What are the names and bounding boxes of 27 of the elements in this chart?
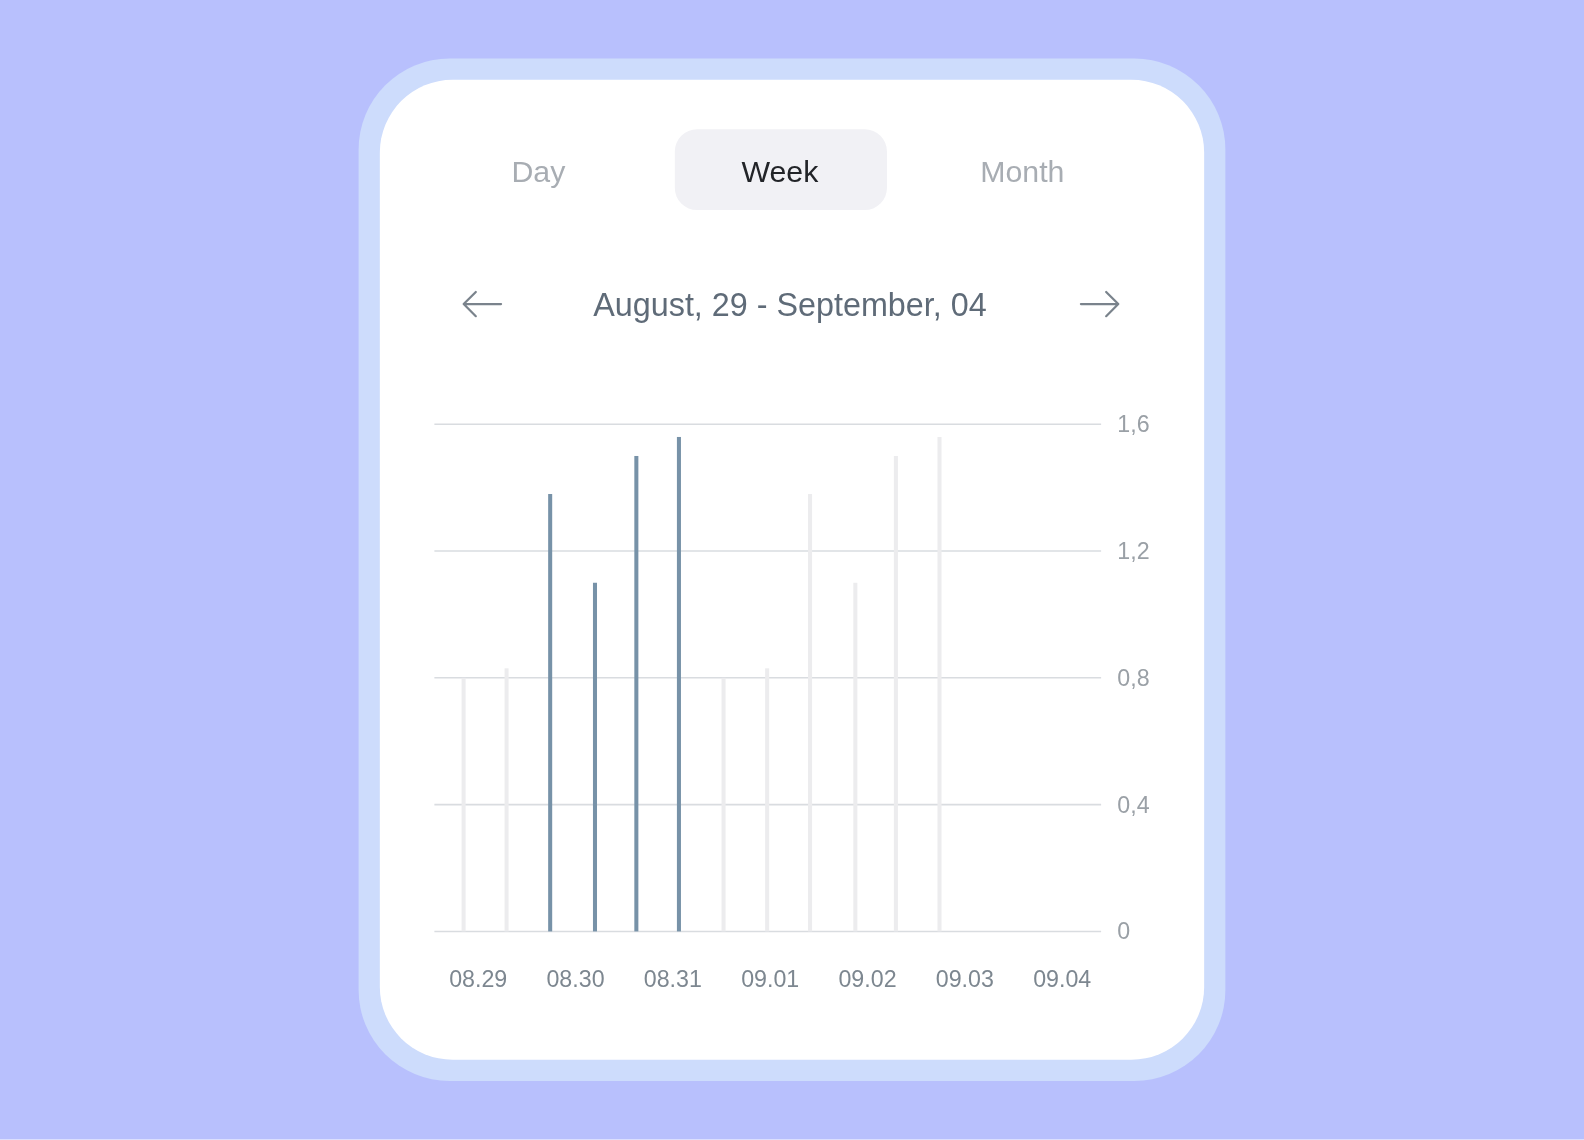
x-tick-label: 08.30 xyxy=(546,965,605,992)
x-tick-label: 09.03 xyxy=(935,965,994,992)
x-tick-label: 09.02 xyxy=(838,965,897,992)
bar xyxy=(765,668,770,932)
bar xyxy=(634,455,639,932)
x-tick-label: 09.04 xyxy=(1033,965,1092,992)
bar xyxy=(676,436,681,932)
text: Day xyxy=(511,154,567,188)
bar xyxy=(937,436,942,932)
bar xyxy=(721,677,726,932)
x-tick-label: 09.01 xyxy=(741,965,800,992)
y-tick-label: 0,4 xyxy=(1117,791,1150,818)
y-tick-label: 0,8 xyxy=(1117,664,1150,691)
chart-title: August, 29 - September, 04 xyxy=(593,287,987,324)
bar xyxy=(461,677,466,932)
text: Month xyxy=(980,154,1065,188)
y-tick-label: 1,6 xyxy=(1117,411,1150,438)
bar xyxy=(504,668,509,932)
y-tick-label: 1,2 xyxy=(1117,538,1150,565)
bar xyxy=(548,494,553,932)
bar xyxy=(808,494,813,932)
text: Week xyxy=(741,154,820,188)
y-tick-label: 0 xyxy=(1117,918,1131,945)
bar xyxy=(592,582,598,932)
x-tick-label: 08.31 xyxy=(643,965,702,992)
x-tick-label: 08.29 xyxy=(449,965,508,992)
bar xyxy=(893,455,898,932)
